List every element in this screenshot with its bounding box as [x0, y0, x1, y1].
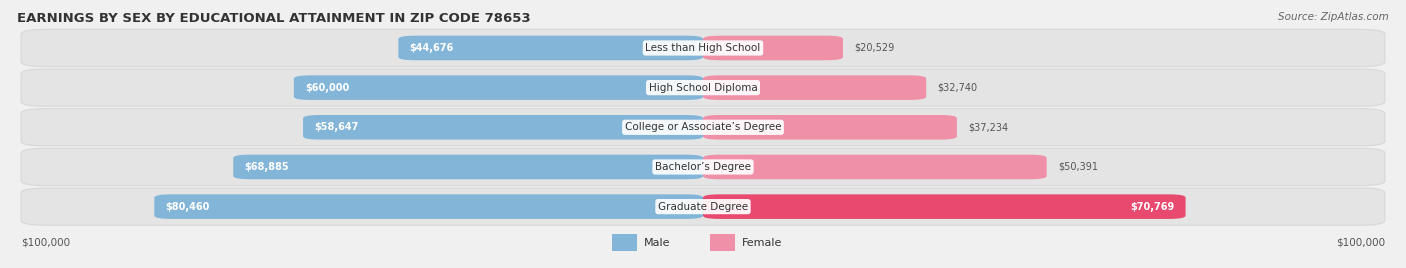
Text: $68,885: $68,885: [245, 162, 290, 172]
Text: $32,740: $32,740: [938, 83, 977, 93]
FancyBboxPatch shape: [155, 194, 703, 219]
Text: Male: Male: [644, 237, 671, 248]
Text: Bachelor’s Degree: Bachelor’s Degree: [655, 162, 751, 172]
FancyBboxPatch shape: [21, 69, 1385, 106]
Text: Source: ZipAtlas.com: Source: ZipAtlas.com: [1278, 12, 1389, 22]
Text: Less than High School: Less than High School: [645, 43, 761, 53]
FancyBboxPatch shape: [398, 36, 703, 60]
FancyBboxPatch shape: [703, 155, 1046, 179]
Text: Female: Female: [742, 237, 783, 248]
Text: EARNINGS BY SEX BY EDUCATIONAL ATTAINMENT IN ZIP CODE 78653: EARNINGS BY SEX BY EDUCATIONAL ATTAINMEN…: [17, 12, 530, 25]
FancyBboxPatch shape: [703, 75, 927, 100]
Text: $20,529: $20,529: [855, 43, 894, 53]
Text: $60,000: $60,000: [305, 83, 349, 93]
Text: Graduate Degree: Graduate Degree: [658, 202, 748, 212]
Text: College or Associate’s Degree: College or Associate’s Degree: [624, 122, 782, 132]
FancyBboxPatch shape: [710, 234, 735, 251]
Text: $100,000: $100,000: [21, 237, 70, 248]
Text: $37,234: $37,234: [969, 122, 1008, 132]
FancyBboxPatch shape: [21, 148, 1385, 186]
Text: $50,391: $50,391: [1057, 162, 1098, 172]
FancyBboxPatch shape: [21, 109, 1385, 146]
Text: $80,460: $80,460: [166, 202, 209, 212]
FancyBboxPatch shape: [703, 36, 844, 60]
Text: $100,000: $100,000: [1336, 237, 1385, 248]
FancyBboxPatch shape: [294, 75, 703, 100]
FancyBboxPatch shape: [233, 155, 703, 179]
FancyBboxPatch shape: [304, 115, 703, 140]
Text: $44,676: $44,676: [409, 43, 454, 53]
Text: $70,769: $70,769: [1130, 202, 1174, 212]
Text: High School Diploma: High School Diploma: [648, 83, 758, 93]
FancyBboxPatch shape: [703, 194, 1185, 219]
FancyBboxPatch shape: [21, 188, 1385, 225]
FancyBboxPatch shape: [703, 115, 957, 140]
Text: $58,647: $58,647: [315, 122, 359, 132]
FancyBboxPatch shape: [21, 29, 1385, 67]
FancyBboxPatch shape: [612, 234, 637, 251]
